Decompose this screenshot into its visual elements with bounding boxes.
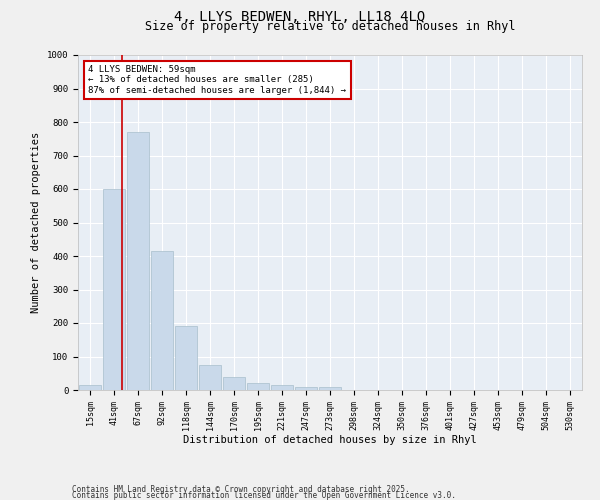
Bar <box>175 326 197 390</box>
Bar <box>247 384 269 390</box>
Bar <box>103 189 125 390</box>
X-axis label: Distribution of detached houses by size in Rhyl: Distribution of detached houses by size … <box>183 436 477 446</box>
Bar <box>127 132 149 390</box>
Y-axis label: Number of detached properties: Number of detached properties <box>31 132 41 313</box>
Bar <box>79 385 101 390</box>
Bar <box>223 376 245 390</box>
Title: Size of property relative to detached houses in Rhyl: Size of property relative to detached ho… <box>145 20 515 33</box>
Text: Contains HM Land Registry data © Crown copyright and database right 2025.: Contains HM Land Registry data © Crown c… <box>72 484 410 494</box>
Text: 4 LLYS BEDWEN: 59sqm
← 13% of detached houses are smaller (285)
87% of semi-deta: 4 LLYS BEDWEN: 59sqm ← 13% of detached h… <box>88 65 346 95</box>
Bar <box>151 251 173 390</box>
Text: Contains public sector information licensed under the Open Government Licence v3: Contains public sector information licen… <box>72 490 456 500</box>
Bar <box>319 386 341 390</box>
Bar <box>295 386 317 390</box>
Text: 4, LLYS BEDWEN, RHYL, LL18 4LQ: 4, LLYS BEDWEN, RHYL, LL18 4LQ <box>175 10 425 24</box>
Bar <box>271 385 293 390</box>
Bar <box>199 365 221 390</box>
